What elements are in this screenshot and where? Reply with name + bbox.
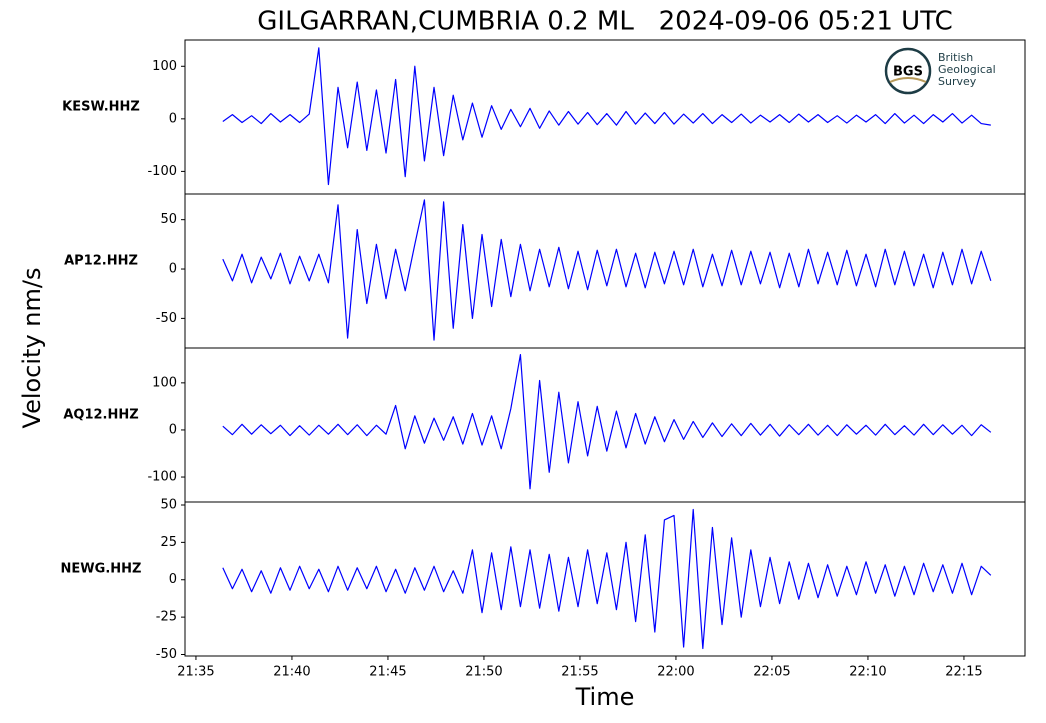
- trace: [222, 47, 991, 186]
- y-tick-label: 0: [169, 422, 177, 437]
- logo-abbr: BGS: [893, 65, 923, 80]
- y-tick-label: 25: [160, 535, 177, 550]
- x-tick-label: 22:00: [657, 665, 694, 680]
- chart-title: GILGARRAN,CUMBRIA 0.2 ML 2024-09-06 05:2…: [257, 7, 952, 37]
- logo-text: British: [938, 51, 973, 64]
- y-tick-label: 100: [152, 59, 177, 74]
- x-tick-label: 21:55: [561, 665, 598, 680]
- x-tick-label: 21:45: [369, 665, 406, 680]
- y-tick-label: 0: [169, 111, 177, 126]
- x-tick-label: 22:10: [849, 665, 886, 680]
- logo-ring: [884, 47, 932, 95]
- y-tick-label: 100: [152, 375, 177, 390]
- y-tick-label: 0: [169, 262, 177, 277]
- station-label: NEWG.HHZ: [61, 562, 142, 577]
- logo-wave: [889, 77, 927, 83]
- x-tick-label: 21:50: [465, 665, 502, 680]
- panel-frame: [184, 501, 1026, 657]
- station-label: AQ12.HHZ: [63, 408, 138, 423]
- y-tick-label: 50: [160, 497, 177, 512]
- x-tick-label: 22:15: [945, 665, 982, 680]
- panel-frame: [184, 347, 1026, 503]
- x-tick-label: 21:40: [273, 665, 310, 680]
- y-tick-label: -50: [156, 311, 177, 326]
- logo-text: Survey: [938, 75, 977, 88]
- logo-text: Geological: [938, 63, 996, 76]
- x-tick-label: 22:05: [753, 665, 790, 680]
- trace: [222, 508, 992, 650]
- y-tick-label: 50: [160, 212, 177, 227]
- station-label: KESW.HHZ: [62, 100, 140, 115]
- y-axis-title: Velocity nm/s: [18, 268, 46, 429]
- y-tick-label: -100: [147, 164, 177, 179]
- trace: [222, 353, 992, 490]
- x-axis-title: Time: [575, 683, 635, 711]
- y-tick-label: -100: [147, 470, 177, 485]
- trace: [222, 199, 992, 341]
- y-tick-label: 0: [169, 572, 177, 587]
- x-tick-label: 21:35: [177, 665, 214, 680]
- station-label: AP12.HHZ: [64, 254, 138, 269]
- y-tick-label: -25: [156, 610, 177, 625]
- y-tick-label: -50: [156, 647, 177, 662]
